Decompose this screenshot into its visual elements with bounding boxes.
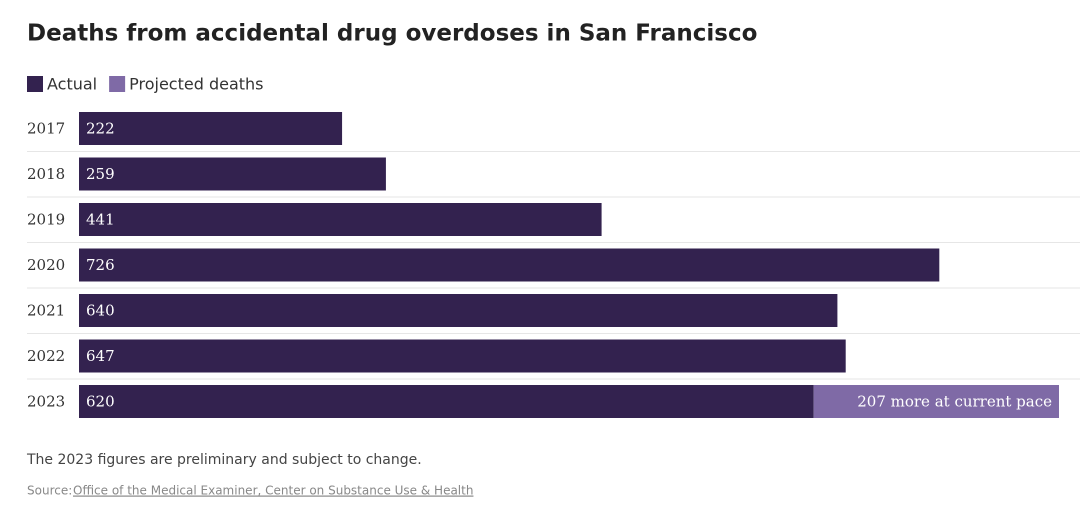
bar	[79, 248, 940, 282]
value-label: 640	[86, 302, 115, 320]
legend-swatch	[109, 76, 126, 92]
legend-label: Projected deaths	[129, 75, 263, 94]
category-label: 2017	[27, 120, 65, 138]
source-label: Source:	[27, 484, 72, 498]
bar	[79, 203, 602, 236]
bar	[813, 385, 1059, 418]
value-label: 726	[86, 256, 115, 274]
legend-label: Actual	[47, 75, 97, 94]
category-label: 2023	[27, 393, 65, 411]
value-label: 207 more at current pace	[857, 393, 1052, 411]
category-label: 2018	[27, 165, 65, 183]
category-label: 2020	[27, 256, 65, 274]
category-label: 2022	[27, 347, 65, 365]
bar	[79, 294, 838, 327]
category-label: 2021	[27, 302, 65, 320]
bar	[79, 385, 814, 418]
value-label: 441	[86, 211, 115, 229]
value-label: 647	[86, 347, 115, 365]
bar	[79, 339, 846, 373]
value-label: 259	[86, 165, 115, 183]
category-label: 2019	[27, 211, 65, 229]
value-label: 222	[86, 120, 115, 138]
source-link[interactable]: Office of the Medical Examiner, Center o…	[73, 484, 473, 498]
legend-swatch	[27, 76, 43, 92]
value-label: 620	[86, 393, 115, 411]
bar	[79, 112, 343, 145]
note: The 2023 figures are preliminary and sub…	[26, 452, 422, 468]
chart-title: Deaths from accidental drug overdoses in…	[27, 21, 757, 47]
bar	[79, 157, 386, 191]
